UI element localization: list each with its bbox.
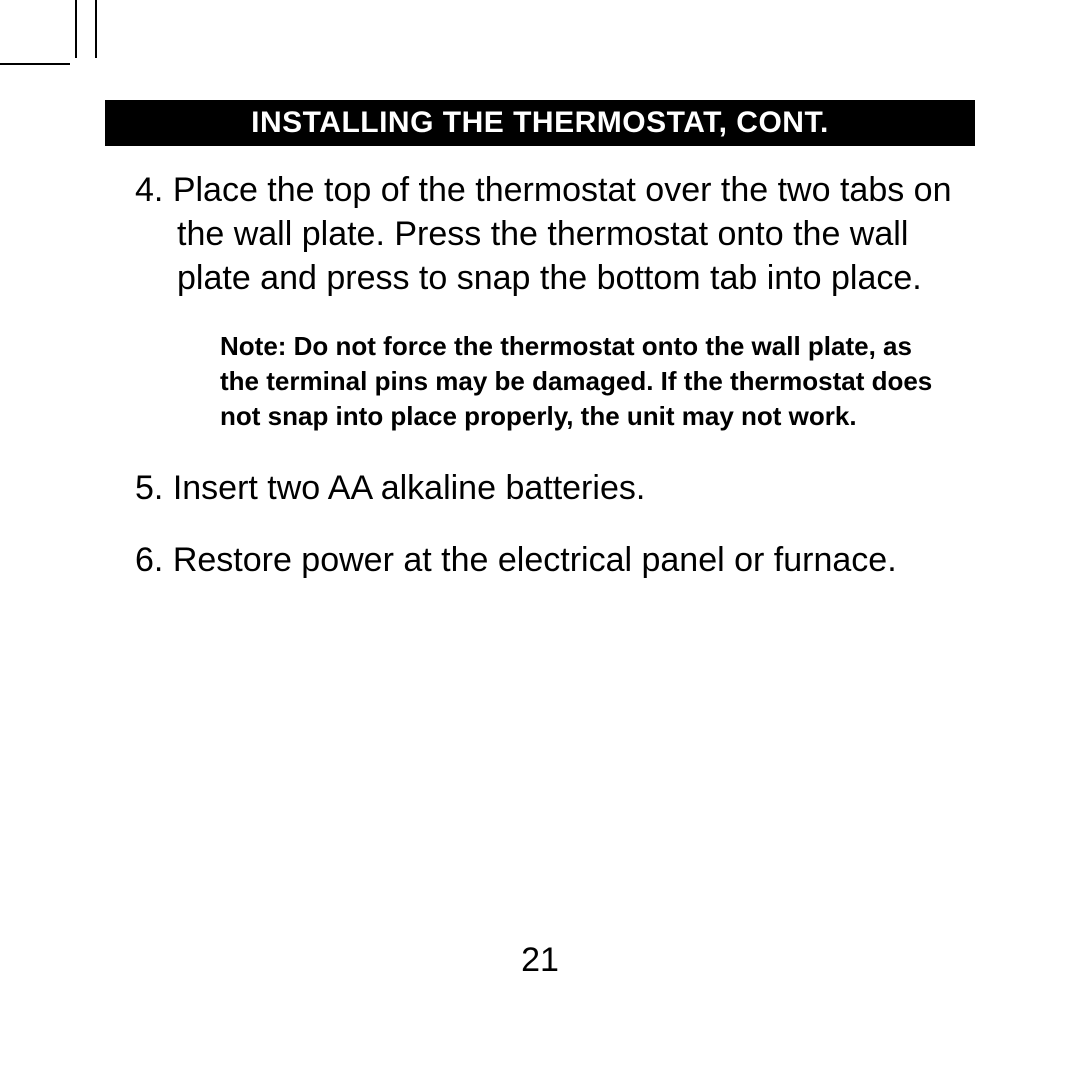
crop-mark-line (95, 0, 97, 58)
section-header: INSTALLING THE THERMOSTAT, CONT. (105, 100, 975, 146)
step-text: Insert two AA alkaline batteries. (173, 469, 645, 507)
step-number: 5. (135, 469, 163, 507)
step-5: 5. Insert two AA alkaline batteries. (115, 466, 975, 510)
crop-mark-line (75, 0, 77, 58)
step-4: 4. Place the top of the thermostat over … (115, 168, 975, 301)
step-6: 6. Restore power at the electrical panel… (115, 538, 975, 582)
step-text: Restore power at the electrical panel or… (173, 541, 897, 579)
note-text: Note: Do not force the thermostat onto t… (220, 329, 955, 434)
step-number: 4. (135, 171, 163, 209)
page-content: INSTALLING THE THERMOSTAT, CONT. 4. Plac… (105, 100, 975, 1000)
crop-mark-line (0, 63, 70, 65)
step-text: Place the top of the thermostat over the… (173, 171, 952, 297)
step-number: 6. (135, 541, 163, 579)
page-number: 21 (0, 941, 1080, 980)
